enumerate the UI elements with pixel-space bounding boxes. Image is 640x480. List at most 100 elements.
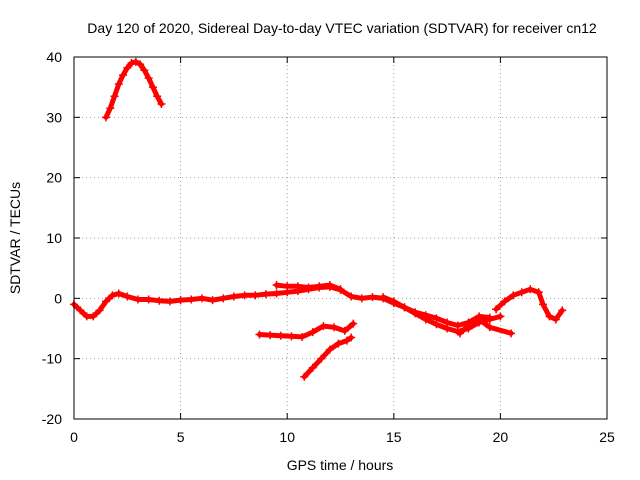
data-point	[176, 296, 185, 305]
data-point	[379, 293, 388, 302]
data-point	[287, 332, 296, 341]
data-point	[157, 100, 166, 109]
data-point	[500, 297, 509, 306]
data-point	[140, 66, 149, 75]
data-point	[76, 306, 85, 315]
data-point	[368, 293, 377, 302]
data-point	[106, 104, 115, 113]
series-late-arc	[492, 285, 567, 324]
data-point	[507, 329, 516, 338]
y-tick-label: -10	[42, 351, 62, 367]
data-point	[276, 331, 285, 340]
data-point	[389, 297, 398, 306]
y-tick-label: 0	[54, 290, 62, 306]
data-point	[317, 354, 326, 363]
data-point	[108, 291, 117, 300]
data-point	[114, 80, 123, 89]
data-point	[443, 324, 452, 333]
x-tick-label: 25	[599, 429, 615, 445]
data-point	[319, 322, 328, 331]
y-tick-label: -20	[42, 411, 62, 427]
data-point	[219, 294, 228, 303]
data-point	[127, 59, 136, 68]
data-point	[165, 297, 174, 306]
data-point	[272, 289, 281, 298]
data-point	[315, 282, 324, 291]
y-axis-label: SDTVAR / TECUs	[7, 182, 23, 294]
data-point	[475, 315, 484, 324]
series-arc-high	[101, 57, 166, 122]
data-point	[411, 309, 420, 318]
data-point	[432, 320, 441, 329]
data-point	[144, 295, 153, 304]
chart-title: Day 120 of 2020, Sidereal Day-to-day VTE…	[87, 20, 597, 36]
data-point	[400, 303, 409, 312]
data-point	[89, 312, 98, 321]
axis-ticks: 0 5 10 15 20 25 -20 -10 0 10 20 30 40	[42, 49, 615, 445]
data-point	[155, 296, 164, 305]
data-point	[347, 292, 356, 301]
data-point	[330, 323, 339, 332]
data-point	[308, 363, 317, 372]
data-point	[114, 289, 123, 298]
x-axis-label: GPS time / hours	[287, 457, 394, 473]
data-point	[340, 326, 349, 335]
data-point	[131, 57, 140, 66]
data-point	[123, 292, 132, 301]
x-tick-label: 10	[279, 429, 295, 445]
data-point	[266, 331, 275, 340]
series-mid-low	[255, 319, 358, 341]
x-tick-label: 20	[493, 429, 509, 445]
data-point	[464, 321, 473, 330]
data-point	[347, 333, 356, 342]
data-point	[539, 300, 548, 309]
data-point	[526, 285, 535, 294]
series-line	[493, 286, 565, 322]
data-point	[551, 315, 560, 324]
series-isolated	[455, 315, 516, 338]
data-point	[119, 71, 128, 80]
data-point	[496, 312, 505, 321]
x-tick-label: 5	[177, 429, 185, 445]
x-tick-label: 15	[386, 429, 402, 445]
data-point	[293, 282, 302, 291]
data-point	[545, 312, 554, 321]
data-point	[153, 92, 162, 101]
data-point	[325, 281, 334, 290]
data-point	[272, 281, 281, 290]
series-rising-arc	[300, 333, 356, 381]
data-point	[509, 291, 518, 300]
grid	[74, 57, 607, 419]
data-point	[261, 290, 270, 299]
data-point	[208, 296, 217, 305]
y-tick-label: 10	[46, 230, 62, 246]
data-point	[455, 329, 464, 338]
data-point	[251, 291, 260, 300]
data-point	[95, 306, 104, 315]
data-point	[144, 74, 153, 83]
series-line	[257, 321, 356, 340]
data-point	[357, 294, 366, 303]
data-point	[187, 295, 196, 304]
data-point	[123, 63, 132, 72]
data-point	[421, 315, 430, 324]
data-point	[336, 285, 345, 294]
data-point	[308, 328, 317, 337]
data-point	[325, 345, 334, 354]
data-point	[298, 332, 307, 341]
data-points	[70, 57, 567, 381]
data-point	[101, 113, 110, 122]
y-tick-label: 40	[46, 49, 62, 65]
data-point	[255, 330, 264, 339]
y-tick-label: 20	[46, 170, 62, 186]
data-point	[485, 323, 494, 332]
data-point	[136, 60, 145, 69]
data-point	[558, 306, 567, 315]
data-point	[492, 305, 501, 314]
series-upper-band	[272, 281, 345, 294]
data-point	[283, 282, 292, 291]
data-point	[229, 292, 238, 301]
data-point	[334, 339, 343, 348]
